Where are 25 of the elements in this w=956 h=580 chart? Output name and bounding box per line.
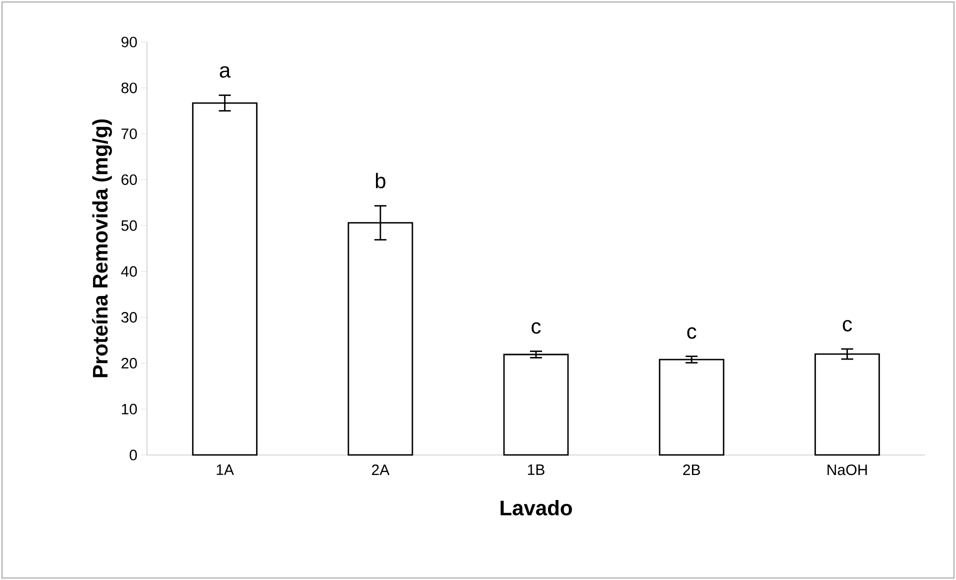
y-tick-label: 80 bbox=[121, 82, 137, 94]
y-tick-label: 20 bbox=[122, 358, 137, 369]
x-axis-title: Lavado bbox=[500, 500, 572, 516]
y-axis-title: Proteína Removida (mg/g) bbox=[92, 119, 112, 378]
annotation: c bbox=[842, 320, 852, 332]
y-tick-label: 0 bbox=[130, 450, 137, 460]
y-tick-label: 30 bbox=[121, 312, 137, 323]
x-tick-label: 2B bbox=[683, 464, 700, 475]
annotation: b bbox=[376, 172, 386, 188]
annotation: a bbox=[220, 66, 231, 78]
x-tick-label: NaOH bbox=[828, 464, 867, 476]
y-tick-label: 10 bbox=[122, 404, 137, 414]
y-tick-label: 70 bbox=[122, 128, 137, 140]
y-tick-label: 60 bbox=[122, 174, 137, 185]
y-tick-label: 90 bbox=[121, 36, 137, 48]
annotation: c bbox=[532, 322, 541, 334]
annotation: c bbox=[687, 327, 696, 339]
bar bbox=[503, 354, 569, 456]
x-tick-label: 1A bbox=[216, 464, 234, 475]
bar bbox=[658, 358, 724, 456]
bar bbox=[814, 353, 880, 456]
y-tick-label: 50 bbox=[121, 220, 137, 231]
x-tick-label: 1B bbox=[528, 464, 544, 475]
y-tick-label: 40 bbox=[121, 266, 137, 277]
x-tick-label: 2A bbox=[372, 464, 390, 475]
